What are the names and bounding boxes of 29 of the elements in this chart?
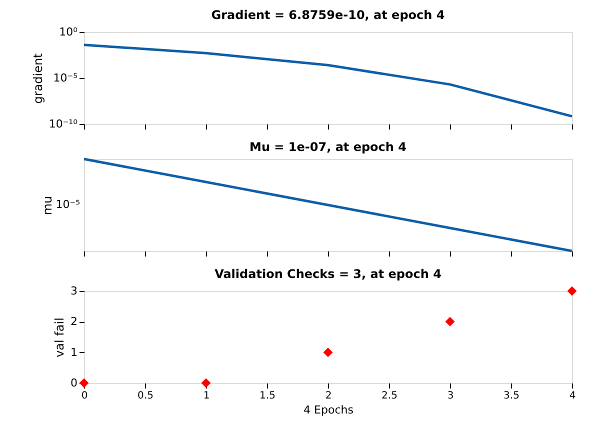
chart-title: Gradient = 6.8759e-10, at epoch 4 bbox=[211, 8, 445, 22]
y-tick-label: 10⁻⁵ bbox=[53, 72, 78, 84]
x-tick-label: 0.5 bbox=[138, 390, 154, 402]
chart-title: Validation Checks = 3, at epoch 4 bbox=[214, 267, 442, 281]
x-tick-label: 3.5 bbox=[504, 390, 520, 402]
x-tick-label: 0 bbox=[81, 390, 88, 402]
x-tick-label: 1 bbox=[203, 390, 210, 402]
point bbox=[445, 316, 455, 326]
y-axis-title: gradient bbox=[30, 52, 45, 104]
y-tick-label: 2 bbox=[70, 315, 78, 328]
x-tick-label: 2 bbox=[325, 390, 332, 402]
chart-title: Mu = 1e-07, at epoch 4 bbox=[250, 140, 406, 154]
line-series bbox=[82, 44, 574, 118]
point bbox=[567, 286, 577, 296]
x-tick-label: 3 bbox=[447, 390, 454, 402]
y-tick-label: 3 bbox=[70, 284, 78, 298]
x-axis-title: 4 Epochs bbox=[304, 404, 354, 416]
point bbox=[201, 378, 211, 388]
y-axis-title: val fail bbox=[52, 318, 66, 358]
x-tick-label: 1.5 bbox=[260, 390, 276, 402]
y-tick-label: 1 bbox=[70, 346, 78, 359]
y-tick-label: 10⁻¹⁰ bbox=[48, 118, 78, 130]
y-tick-label: 10⁰ bbox=[59, 26, 78, 38]
y-axis-title: mu bbox=[40, 196, 54, 216]
y-tick-label: 0 bbox=[70, 376, 78, 390]
x-tick-label: 2.5 bbox=[382, 390, 398, 402]
x-tick-label: 4 bbox=[569, 390, 576, 402]
point bbox=[323, 348, 333, 358]
point bbox=[79, 378, 89, 388]
